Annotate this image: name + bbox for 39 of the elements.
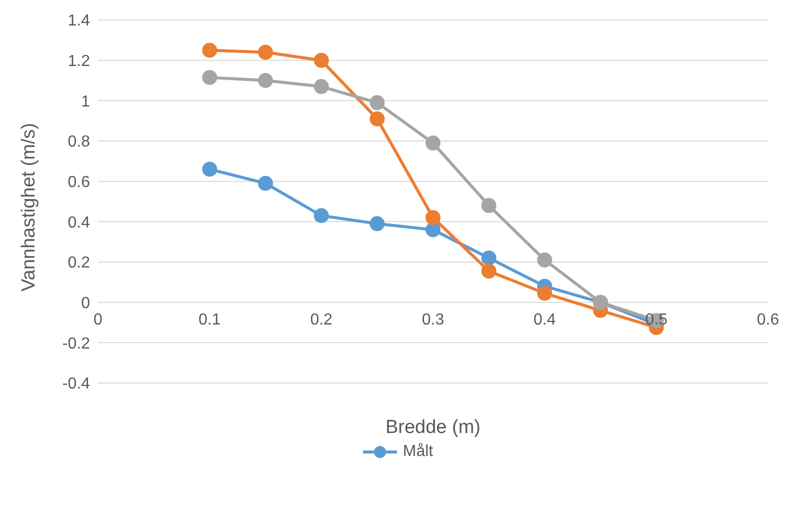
point — [314, 79, 329, 94]
y-tick-label: 0.2 — [68, 254, 90, 272]
x-tick-label: 0.3 — [422, 311, 444, 328]
x-tick-label: 0.6 — [756, 311, 780, 328]
point — [258, 73, 273, 88]
point — [426, 210, 440, 226]
x-tick-label: 0.1 — [198, 311, 221, 328]
point — [258, 176, 273, 191]
x-tick-label: 0 — [94, 311, 103, 328]
point — [314, 208, 329, 224]
legend-label: Målt — [402, 443, 434, 461]
point — [202, 162, 218, 177]
y-tick-label: -0.4 — [62, 376, 90, 393]
y-tick-label: 0.4 — [68, 214, 90, 232]
point — [258, 44, 273, 60]
point — [426, 136, 440, 151]
point — [481, 264, 496, 279]
y-tick-label: 0.8 — [68, 134, 90, 151]
y-tick-label: -0.2 — [62, 335, 90, 352]
point — [370, 111, 385, 126]
y-axis-title: Vannhastighet (m/s) — [18, 122, 40, 292]
point — [370, 216, 385, 232]
y-tick-label: 1.2 — [68, 53, 90, 70]
point — [537, 252, 552, 268]
x-tick-label: 0.4 — [534, 311, 556, 328]
y-tick-label: 0.6 — [68, 174, 90, 192]
x-axis-title: Bredde (m) — [385, 417, 481, 438]
point — [537, 286, 552, 301]
y-tick-label: 0 — [81, 295, 90, 312]
x-tick-label: 0.2 — [310, 311, 333, 328]
y-tick-label: 1 — [81, 93, 90, 110]
point — [202, 70, 218, 85]
y-tick-label: 1.4 — [68, 12, 90, 30]
point — [426, 222, 440, 238]
point — [202, 42, 218, 58]
point — [481, 198, 496, 214]
point — [370, 95, 385, 110]
point — [314, 52, 329, 68]
point — [481, 250, 496, 266]
